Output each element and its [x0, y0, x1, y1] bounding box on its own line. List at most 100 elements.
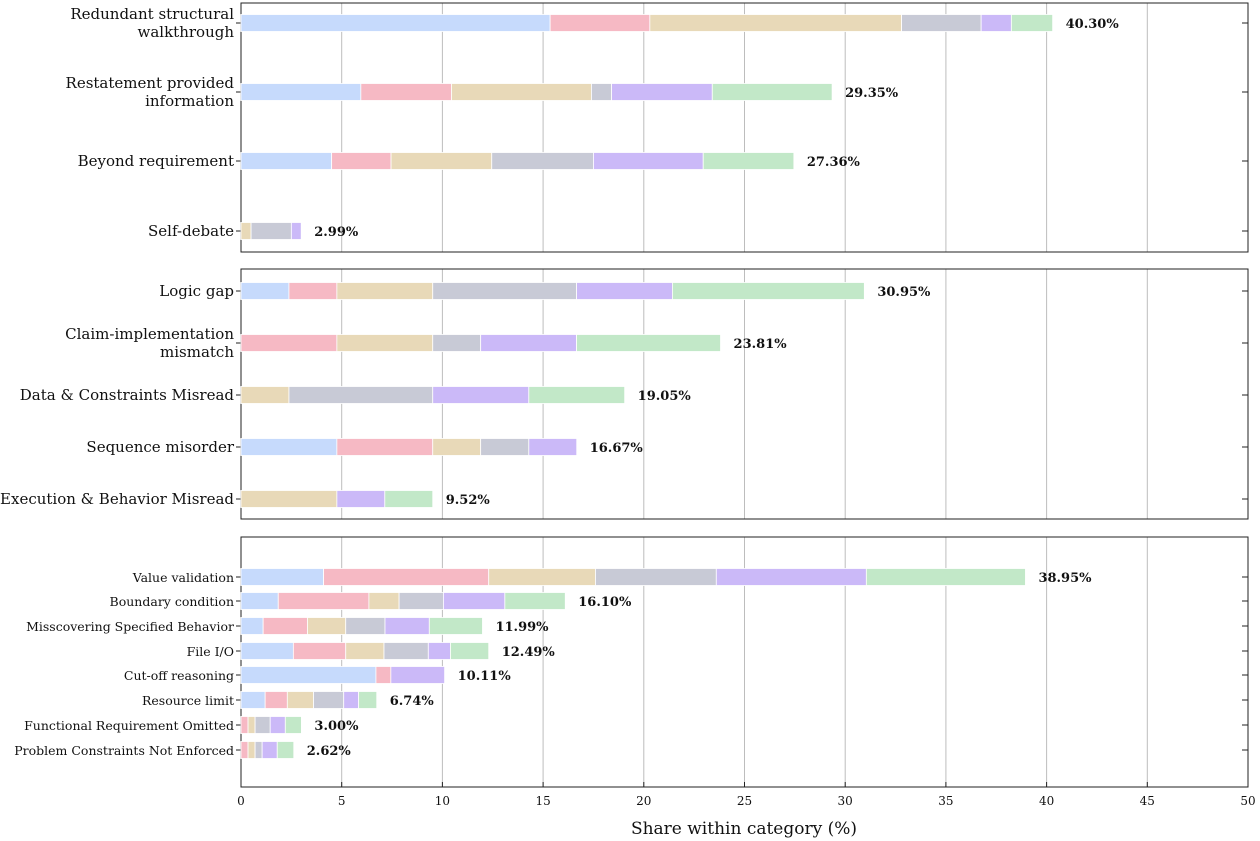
- category-label: Logic gap: [159, 282, 234, 300]
- category-label: Cut-off reasoning: [124, 668, 234, 683]
- total-label: 10.11%: [458, 669, 512, 684]
- bar-segment: [576, 282, 673, 300]
- total-label: 9.52%: [446, 493, 491, 508]
- bar-segment: [240, 222, 252, 240]
- bar-segment: [611, 83, 713, 101]
- category-label: Restatement provided: [66, 74, 235, 92]
- bar-segment: [576, 334, 721, 352]
- bar-segment: [336, 334, 434, 352]
- category-label: information: [145, 92, 234, 110]
- bar-segment: [711, 83, 833, 101]
- bar-segment: [264, 691, 288, 709]
- category-label: File I/O: [187, 644, 234, 659]
- x-tick-label: 35: [938, 794, 953, 808]
- bar-segment: [240, 642, 294, 660]
- bar-segment: [358, 691, 378, 709]
- bar-segment: [491, 152, 594, 170]
- bar-segment: [432, 386, 530, 404]
- bar-segment: [343, 691, 360, 709]
- category-label: Redundant structural: [70, 5, 234, 23]
- bar-segment: [528, 438, 578, 456]
- bar-segment: [284, 716, 302, 734]
- total-label: 29.35%: [845, 86, 899, 101]
- x-tick-label: 50: [1240, 794, 1255, 808]
- bar-segment: [649, 14, 902, 32]
- bar-segment: [290, 222, 302, 240]
- x-tick-label: 0: [237, 794, 245, 808]
- bar-segment: [277, 592, 370, 610]
- bar-segment: [384, 617, 430, 635]
- bar-segment: [480, 438, 530, 456]
- category-label: Beyond requirement: [78, 152, 234, 170]
- total-label: 2.99%: [314, 225, 359, 240]
- bar-segment: [428, 617, 483, 635]
- bar-segment: [288, 282, 338, 300]
- bar-segment: [240, 716, 249, 734]
- total-label: 30.95%: [877, 285, 931, 300]
- bar-segment: [443, 592, 506, 610]
- bar-segment: [261, 741, 278, 759]
- total-label: 3.00%: [314, 719, 359, 734]
- x-tick-label: 30: [838, 794, 853, 808]
- bar-segment: [247, 741, 256, 759]
- x-tick-label: 25: [737, 794, 752, 808]
- bar-segment: [375, 666, 392, 684]
- bar-segment: [901, 14, 982, 32]
- x-tick-label: 15: [535, 794, 550, 808]
- total-label: 23.81%: [734, 337, 788, 352]
- bar-segment: [865, 568, 1026, 586]
- bar-segment: [307, 617, 347, 635]
- bar-segment: [240, 152, 333, 170]
- bar-segment: [427, 642, 451, 660]
- bar-segment: [702, 152, 795, 170]
- total-label: 16.10%: [578, 595, 632, 610]
- category-label: Functional Requirement Omitted: [24, 718, 234, 733]
- x-tick-label: 45: [1140, 794, 1155, 808]
- bar-segment: [591, 83, 612, 101]
- x-tick-label: 20: [636, 794, 651, 808]
- bar-segment: [313, 691, 345, 709]
- bar-segment: [480, 334, 577, 352]
- category-label: Data & Constraints Misread: [20, 386, 235, 404]
- x-axis-title: Share within category (%): [631, 819, 857, 839]
- bar-segment: [240, 282, 290, 300]
- bar-segment: [1010, 14, 1054, 32]
- bar-segment: [240, 438, 338, 456]
- bar-segment: [432, 438, 482, 456]
- total-label: 27.36%: [807, 155, 861, 170]
- bar-segment: [450, 642, 490, 660]
- bar-segment: [345, 617, 386, 635]
- bar-segment: [240, 568, 324, 586]
- total-label: 11.99%: [495, 620, 549, 635]
- category-label: Misscovering Specified Behavior: [26, 619, 234, 634]
- bar-segment: [240, 14, 551, 32]
- bar-segment: [336, 438, 434, 456]
- bar-segment: [331, 152, 392, 170]
- x-tick-label: 10: [435, 794, 450, 808]
- category-label: walkthrough: [138, 23, 235, 41]
- bar-segment: [336, 282, 434, 300]
- total-label: 40.30%: [1066, 17, 1120, 32]
- bar-segment: [390, 666, 446, 684]
- bar-segment: [595, 568, 717, 586]
- bar-segment: [240, 490, 338, 508]
- bar-segment: [398, 592, 444, 610]
- gridlines: [341, 3, 1148, 787]
- x-tick-label: 40: [1039, 794, 1054, 808]
- bar-segment: [451, 83, 592, 101]
- bar-segment: [336, 490, 386, 508]
- category-label: Resource limit: [142, 693, 234, 708]
- bar-segment: [247, 716, 256, 734]
- bar-segment: [262, 617, 308, 635]
- bar-segment: [288, 386, 434, 404]
- category-label: Claim-implementation: [65, 325, 234, 343]
- bar-segment: [384, 490, 434, 508]
- bar-segment: [593, 152, 704, 170]
- category-label: Self-debate: [148, 222, 234, 240]
- total-label: 16.67%: [590, 441, 644, 456]
- bar-segment: [715, 568, 867, 586]
- total-label: 2.62%: [307, 744, 352, 759]
- bar-segment: [390, 152, 493, 170]
- x-axis: 0 5 10 15 20 25 30 35 40 45 50: [237, 782, 1256, 808]
